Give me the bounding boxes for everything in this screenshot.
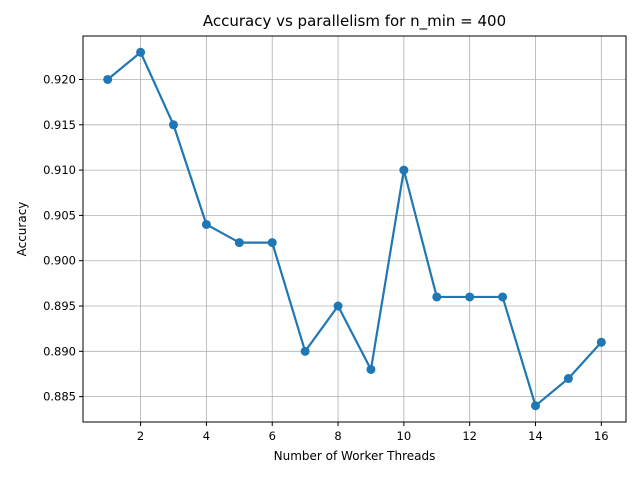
data-point	[169, 120, 178, 130]
data-point	[136, 47, 146, 57]
data-point	[267, 238, 277, 248]
x-tick-label: 12	[462, 429, 477, 443]
x-tick-label: 8	[334, 429, 341, 443]
data-point	[103, 74, 113, 84]
series-line	[106, 51, 603, 407]
data-point	[366, 364, 376, 374]
grid	[83, 36, 626, 422]
data-point	[465, 292, 475, 302]
data-point	[596, 337, 606, 347]
data-point	[531, 401, 540, 411]
y-tick-label: 0.895	[43, 299, 76, 313]
y-tick-label: 0.910	[43, 163, 76, 177]
data-point	[201, 219, 211, 229]
y-tick-label: 0.885	[43, 390, 76, 404]
series-layer	[103, 47, 606, 411]
data-point	[563, 374, 573, 384]
x-tick-label: 16	[594, 429, 609, 443]
x-tick-label: 14	[528, 429, 543, 443]
x-tick-label: 10	[397, 429, 412, 443]
y-tick-label: 0.890	[43, 344, 76, 358]
x-tick-label: 2	[137, 429, 144, 443]
data-point	[399, 165, 409, 175]
y-tick-label: 0.920	[43, 72, 76, 86]
plot-frame	[82, 35, 627, 423]
y-tick-label: 0.915	[43, 118, 76, 132]
x-tick-label: 4	[203, 429, 210, 443]
x-axis-label: Number of Worker Threads	[274, 449, 436, 463]
y-tick-label: 0.905	[43, 208, 76, 222]
data-point	[234, 238, 244, 248]
data-point	[333, 301, 343, 311]
x-tick-label: 6	[269, 429, 276, 443]
y-axis-label: Accuracy	[15, 202, 29, 257]
data-point	[300, 346, 310, 356]
y-tick-label: 0.900	[43, 254, 76, 268]
ticks: 2 4 6 8 10 12 14 16 0.885 0.890 0.895 0.900 0.905 0.9…	[43, 72, 609, 443]
data-point	[498, 292, 508, 302]
data-point	[432, 292, 442, 302]
chart-title: Accuracy vs parallelism for n_min = 400	[203, 12, 506, 31]
